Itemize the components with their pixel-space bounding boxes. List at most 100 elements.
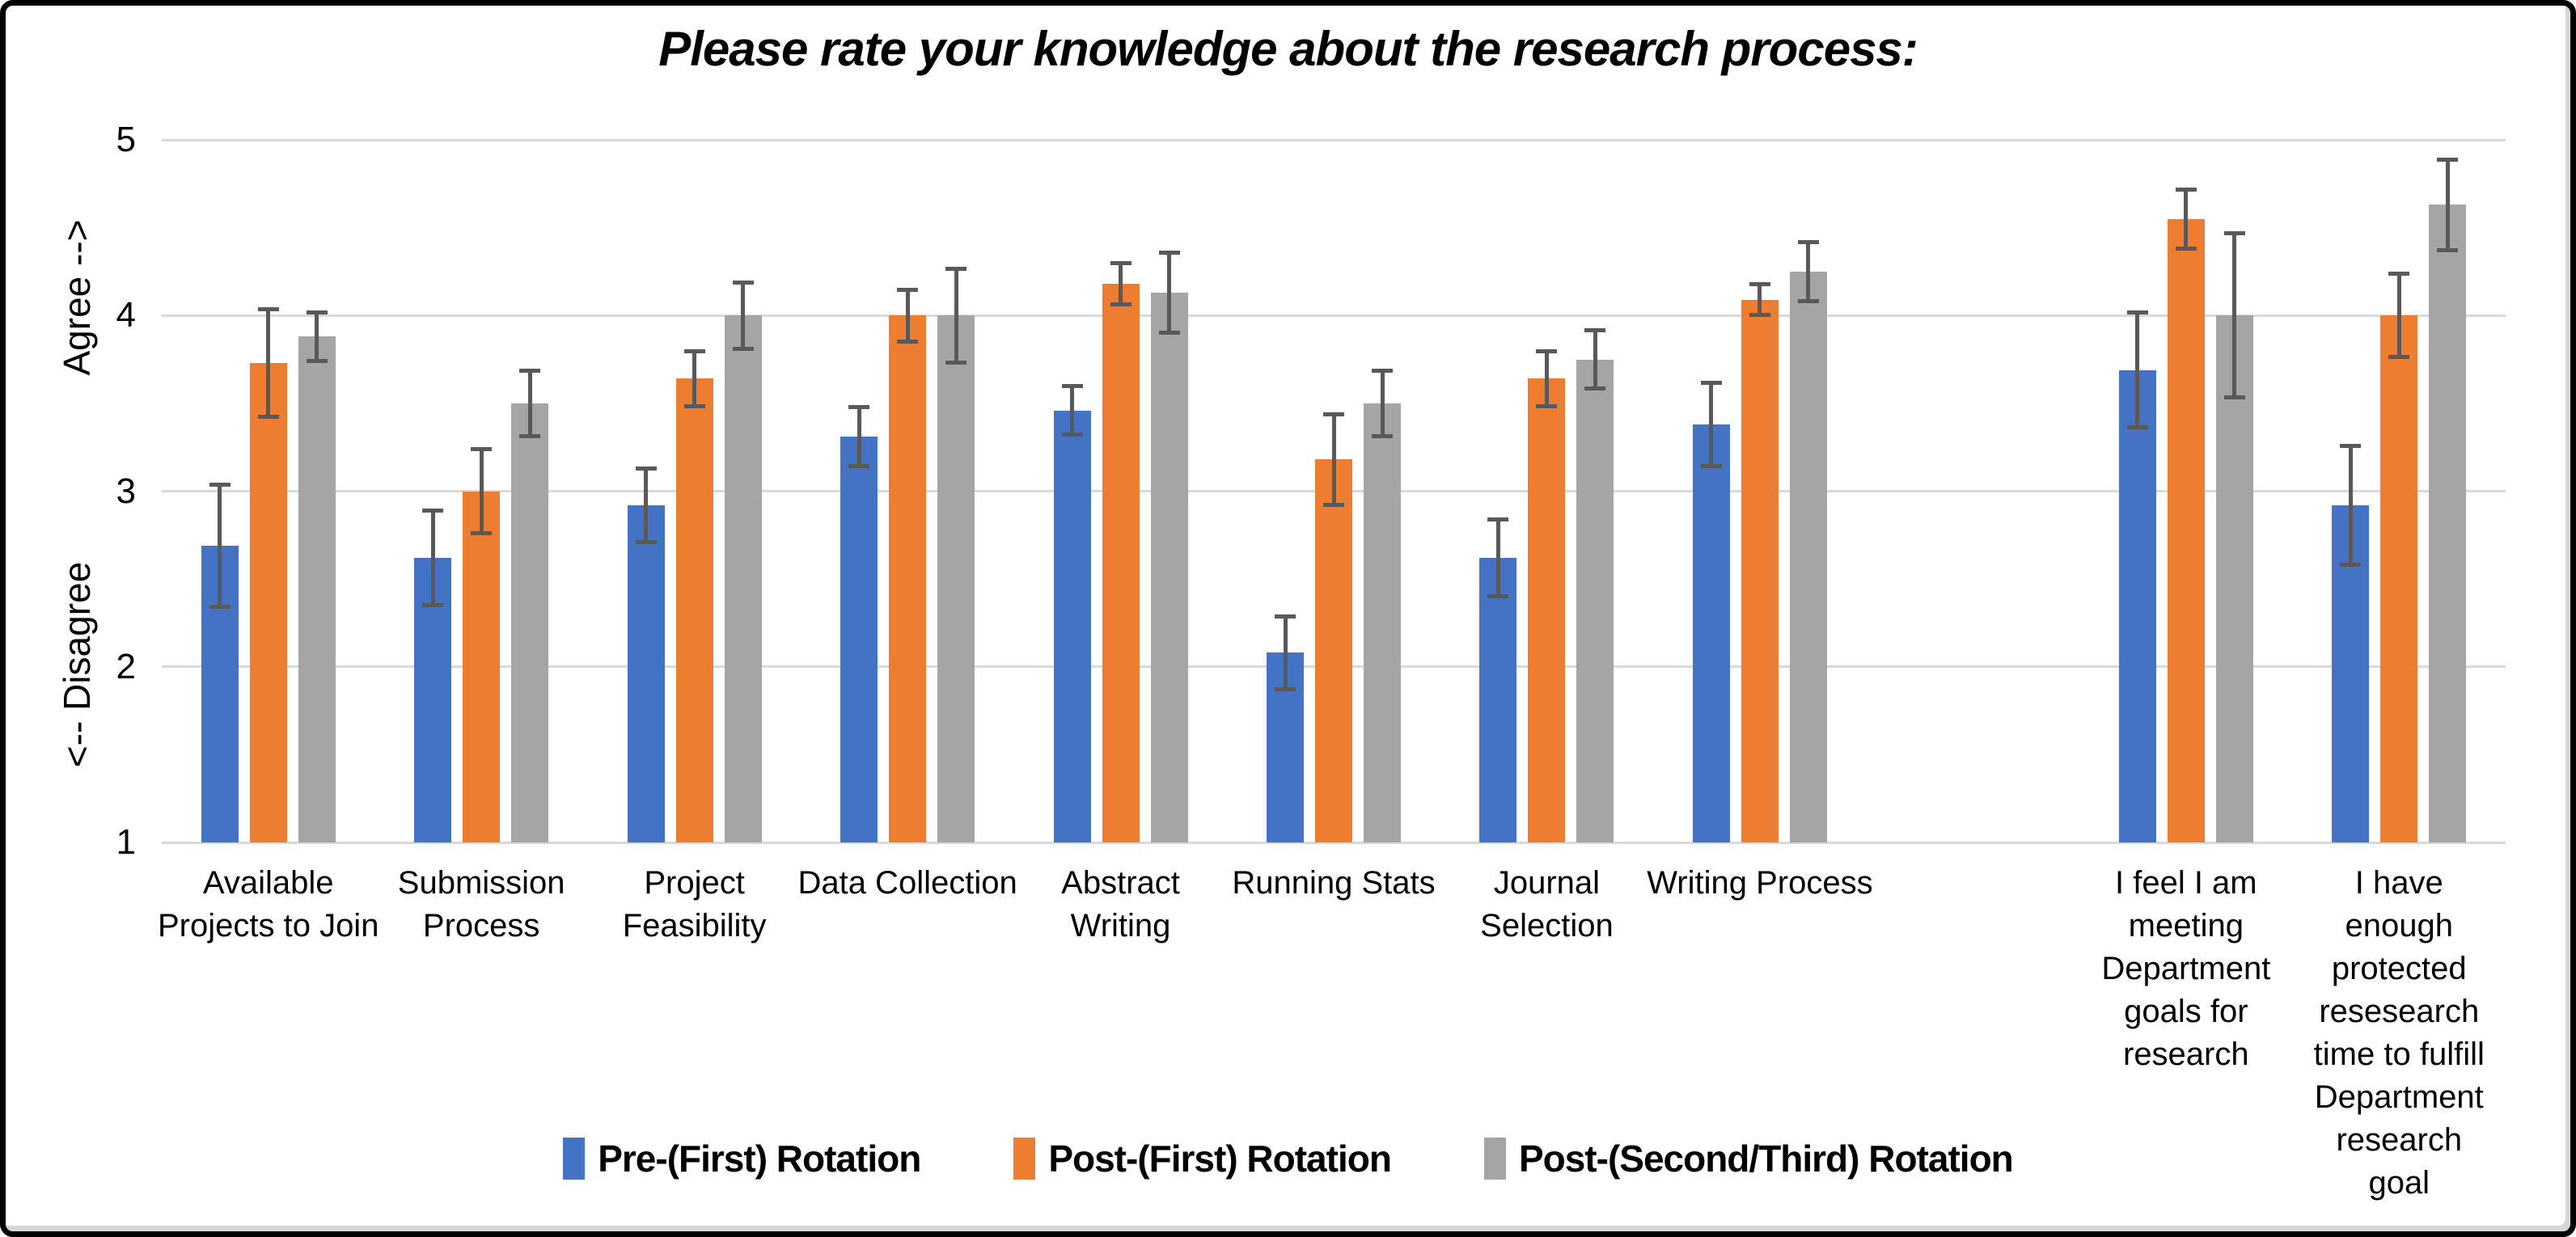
error-bar-line [692, 350, 697, 407]
chart-title: Please rate your knowledge about the res… [658, 22, 1918, 76]
bar [1315, 459, 1352, 842]
error-bar-cap-top [848, 405, 870, 410]
error-bar-cap-bottom [897, 339, 919, 344]
error-bar-line [1806, 242, 1811, 302]
bar [1528, 378, 1566, 842]
error-bar-cap-top [422, 509, 444, 513]
legend-item: Pre-(First) Rotation [563, 1137, 921, 1180]
category-label: Writing Process [1647, 865, 1873, 901]
error-bar-cap-top [1158, 251, 1180, 255]
error-bar-cap-top [1275, 614, 1296, 618]
error-bar-line [479, 449, 484, 534]
error-bar-line [2445, 158, 2450, 251]
error-bar-cap-top [257, 306, 279, 311]
error-bar-line [741, 281, 746, 349]
error-bar-line [1709, 382, 1714, 467]
legend: Pre-(First) Rotation Post-(First) Rotatio… [0, 1137, 2576, 1180]
error-bar-cap-bottom [2340, 562, 2362, 567]
bar [937, 315, 975, 842]
bar [1576, 359, 1614, 842]
y-tick-label: 1 [116, 822, 136, 862]
error-bar-cap-top [1584, 327, 1606, 332]
error-bar-cap-top [519, 368, 541, 373]
legend-item: Post-(Second/Third) Rotation [1483, 1137, 2014, 1180]
error-bar-cap-top [209, 482, 231, 487]
error-bar-cap-top [945, 266, 967, 271]
bar [724, 315, 762, 842]
bar [1053, 410, 1091, 842]
bar [2429, 205, 2467, 842]
bar [2118, 369, 2156, 842]
error-bar-cap-top [1110, 261, 1131, 266]
error-bar-line [2396, 273, 2401, 358]
category-label: Abstract Writing [1061, 865, 1180, 944]
category-label: I have enough protected resesearch time … [2313, 865, 2485, 1201]
error-bar-cap-bottom [2388, 355, 2410, 360]
bar [511, 403, 549, 842]
error-bar-cap-bottom [1275, 686, 1296, 691]
bar [1102, 284, 1140, 842]
category-label: Submission Process [397, 865, 565, 944]
error-bar-line [527, 369, 532, 437]
error-bar-cap-bottom [1749, 313, 1770, 318]
error-bar-line [1070, 386, 1075, 435]
bar [675, 378, 713, 842]
error-bar-cap-top [1700, 380, 1722, 385]
bar [627, 505, 665, 842]
error-bar-line [315, 311, 319, 361]
error-bar-cap-top [1061, 384, 1083, 389]
error-bar-cap-bottom [2223, 395, 2245, 400]
error-bar-line [1544, 350, 1549, 407]
category-label: Available Projects to Join [157, 865, 379, 944]
error-bar-cap-top [732, 280, 754, 285]
bar [2215, 315, 2253, 842]
error-bar-cap-bottom [1584, 386, 1606, 391]
bar [463, 491, 501, 842]
error-bar-cap-bottom [945, 360, 967, 365]
legend-item: Post-(First) Rotation [1013, 1137, 1392, 1180]
error-bar-cap-bottom [2175, 246, 2197, 251]
error-bar-cap-bottom [257, 415, 279, 420]
error-bar-line [1593, 329, 1597, 390]
bar [2167, 218, 2205, 842]
error-bar-line [2232, 233, 2237, 399]
bar [1692, 424, 1730, 842]
bar [889, 315, 927, 842]
error-bar-cap-bottom [732, 346, 754, 351]
error-bar-cap-top [1323, 412, 1344, 416]
category-label: Journal Selection [1480, 865, 1614, 944]
error-bar-cap-bottom [2437, 247, 2459, 252]
error-bar-cap-top [1749, 282, 1770, 287]
bar [840, 437, 878, 842]
error-bar-cap-bottom [306, 358, 328, 363]
error-bar-cap-bottom [1536, 404, 1558, 409]
error-bar-line [954, 268, 958, 363]
error-bar-line [905, 289, 910, 342]
error-bar-line [1380, 369, 1385, 437]
legend-label: Pre-(First) Rotation [598, 1138, 921, 1180]
error-bar-cap-top [897, 287, 919, 292]
error-bar-line [218, 483, 222, 607]
error-bar-cap-top [2437, 157, 2459, 162]
error-bar-line [1331, 413, 1336, 505]
bar [1479, 558, 1517, 842]
error-bar-cap-bottom [848, 464, 870, 469]
error-bar-cap-top [2223, 231, 2245, 236]
error-bar-cap-top [471, 447, 493, 452]
error-bar-line [1495, 519, 1500, 597]
category-label: Running Stats [1232, 865, 1436, 901]
error-bar-cap-top [2175, 187, 2197, 192]
bar [249, 362, 287, 842]
y-tick-label: 5 [116, 120, 136, 159]
error-bar-cap-bottom [1323, 502, 1344, 507]
error-bar-cap-top [306, 310, 328, 315]
bar [2380, 315, 2418, 842]
category-label: Project Feasibility [622, 865, 767, 944]
error-bar-cap-top [2126, 310, 2148, 315]
error-bar-cap-bottom [635, 539, 657, 544]
bar [1364, 403, 1401, 842]
error-bar-line [1119, 263, 1123, 306]
error-bar-cap-top [1536, 348, 1558, 353]
y-tick-label: 3 [116, 471, 136, 511]
error-bar-line [857, 407, 861, 467]
